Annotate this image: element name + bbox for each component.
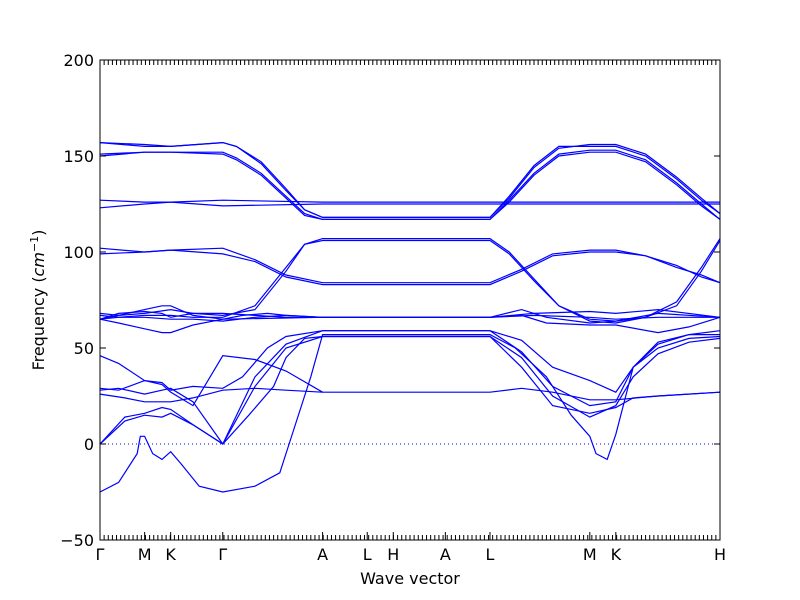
- band-line-9: [99, 308, 721, 334]
- y-tick-label: 100: [63, 243, 94, 262]
- x-tick-label: A: [317, 545, 328, 564]
- y-tick-label: 150: [63, 147, 94, 166]
- phonon-bands: [99, 141, 721, 493]
- band-line-19: [99, 149, 721, 220]
- band-line-13: [99, 238, 721, 324]
- y-axis-label: Frequency (cm−1): [28, 230, 49, 371]
- band-line-5: [99, 335, 721, 445]
- band-line-4: [99, 387, 721, 403]
- x-axis-label: Wave vector: [360, 569, 460, 588]
- band-line-15: [99, 247, 721, 284]
- plot-frame: [99, 59, 721, 541]
- band-line-16: [99, 201, 720, 209]
- y-tick-label: −50: [60, 531, 94, 550]
- band-line-17: [99, 199, 720, 203]
- x-tick-label: L: [486, 545, 495, 564]
- band-line-8: [99, 305, 720, 320]
- band-line-7: [99, 330, 720, 393]
- x-tick-label: M: [583, 545, 597, 564]
- band-line-12: [99, 239, 721, 322]
- x-tick-label: A: [440, 545, 451, 564]
- x-tick-label: Γ: [96, 545, 105, 564]
- x-tick-label: H: [387, 545, 399, 564]
- y-tick-label: 200: [63, 51, 94, 70]
- band-line-21: [99, 141, 721, 218]
- x-tick-label: H: [714, 545, 726, 564]
- x-tick-label: K: [611, 545, 622, 564]
- x-tick-label: L: [363, 545, 372, 564]
- band-line-1: [99, 334, 721, 493]
- band-line-10: [99, 314, 721, 334]
- x-tick-label: Γ: [218, 545, 227, 564]
- y-tick-label: 50: [74, 339, 94, 358]
- band-line-18: [99, 151, 721, 220]
- band-line-14: [99, 249, 721, 286]
- x-tick-label: M: [138, 545, 152, 564]
- band-line-6: [99, 355, 323, 407]
- x-tick-label: K: [165, 545, 176, 564]
- y-tick-label: 0: [84, 435, 94, 454]
